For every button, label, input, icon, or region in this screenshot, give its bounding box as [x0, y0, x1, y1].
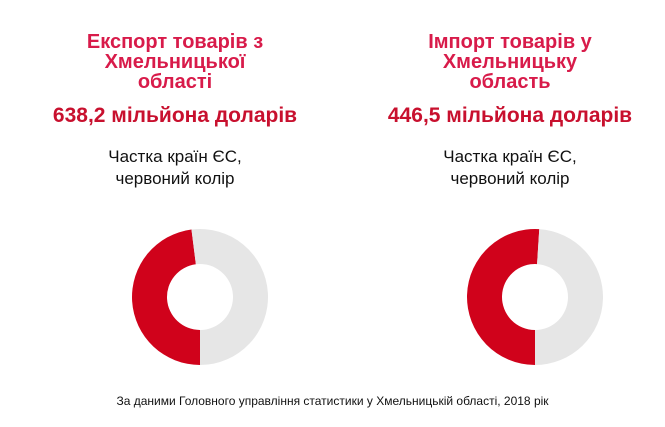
chart-panel: Експорт товарів з Хмельницької області 63… — [25, 0, 325, 390]
chart-note: Частка країн ЄС, червоний колір — [108, 147, 242, 188]
donut-chart — [467, 229, 604, 365]
donut-segment — [191, 229, 268, 365]
donut-segment — [467, 229, 540, 365]
donut-segment — [131, 229, 200, 365]
chart-title: Імпорт товарів у Хмельницьку область — [428, 31, 592, 93]
chart-subtitle: 446,5 мільйона доларів — [387, 104, 633, 127]
donut-segment — [535, 229, 604, 365]
chart-title: Експорт товарів з Хмельницької області — [86, 31, 264, 93]
donut-chart — [131, 229, 268, 365]
chart-subtitle: 638,2 мільйона доларів — [52, 104, 298, 127]
chart-note: Частка країн ЄС, червоний колір — [443, 147, 577, 188]
source: За даними Головного управління статистик… — [116, 394, 549, 408]
chart-panel: Імпорт товарів у Хмельницьку область 446,… — [360, 0, 660, 390]
